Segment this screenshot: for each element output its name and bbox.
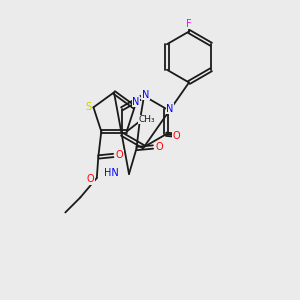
Text: F: F [186, 19, 192, 29]
Text: O: O [87, 175, 94, 184]
Text: S: S [85, 102, 91, 112]
Text: N: N [132, 97, 140, 107]
Text: N: N [166, 104, 174, 114]
Text: N: N [142, 89, 149, 100]
Text: O: O [155, 142, 163, 152]
Text: CH₃: CH₃ [139, 115, 155, 124]
Text: HN: HN [104, 167, 119, 178]
Text: O: O [173, 131, 180, 141]
Text: O: O [116, 151, 123, 160]
